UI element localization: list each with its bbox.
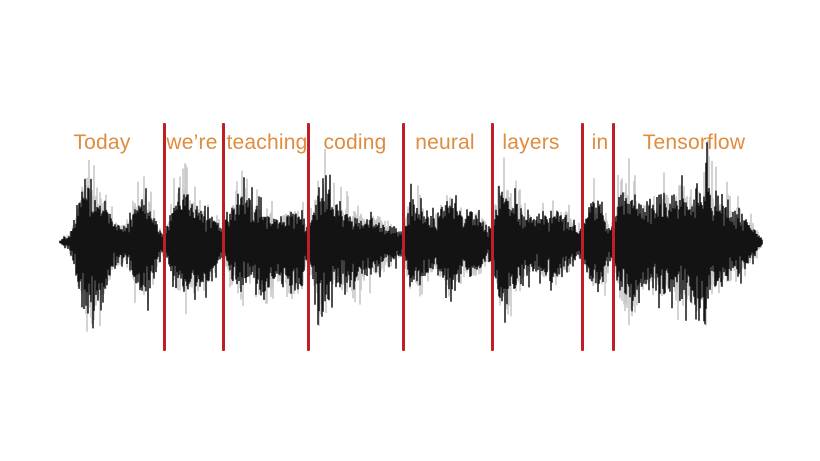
segment-boundary-line [580,123,584,351]
word-label: teaching [226,131,308,154]
word-label: neural [415,131,475,154]
word-label: Tensorflow [642,131,746,154]
segment-boundary-line [611,123,615,351]
word-label: Today [73,131,131,154]
segment-boundary-line [490,123,494,351]
segment-boundary-line [221,123,225,351]
segment-boundary-line [162,123,166,351]
word-label: coding [323,131,387,154]
segment-boundary-line [401,123,405,351]
segment-boundary-line [306,123,310,351]
word-label: in [591,131,609,154]
word-label: layers [502,131,560,154]
word-label: we’re [166,131,218,154]
waveform-black-body [59,142,763,329]
